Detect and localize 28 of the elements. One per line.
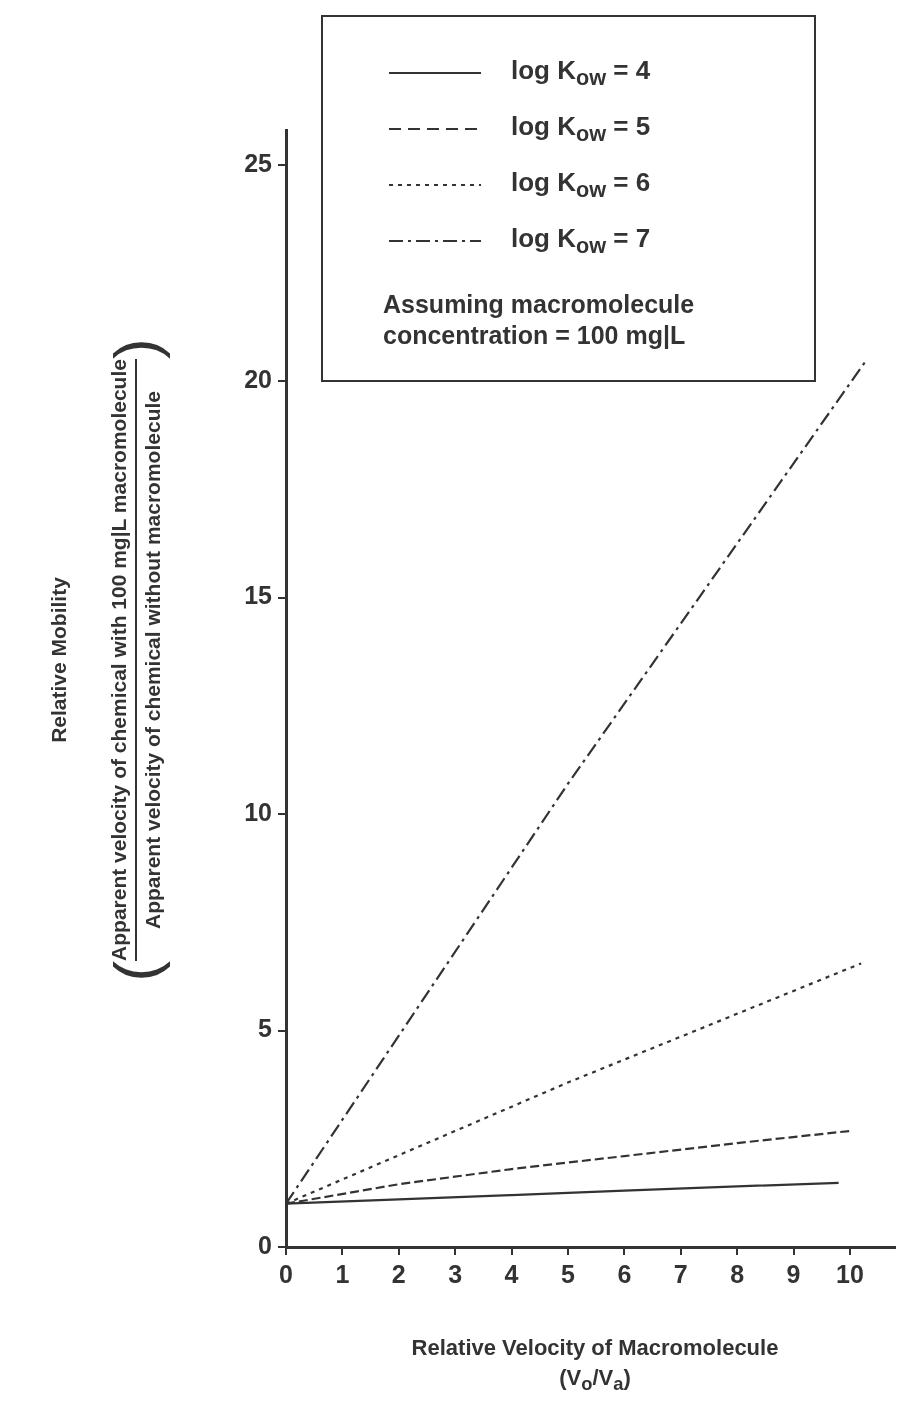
y-tick-label: 15 [244, 581, 273, 610]
y-tick-label: 5 [258, 1014, 273, 1043]
legend-label: log K$_{ow}$ = 4 [511, 54, 651, 92]
x-tick-label: 10 [835, 1259, 864, 1288]
y-tick-label: 20 [244, 365, 272, 393]
text: Apparent velocity of chemical without macromolecule [139, 390, 165, 931]
x-tick-label: 9 [786, 1259, 801, 1288]
text: ( [100, 960, 171, 982]
text: Relative Mobility [46, 576, 71, 745]
x-tick-label: 4 [504, 1259, 519, 1288]
x-tick-label: 0 [279, 1259, 293, 1288]
legend-label: log K$_{ow}$ = 7 [511, 222, 651, 260]
text: ) [100, 338, 171, 360]
x-tick-label: 5 [560, 1259, 575, 1288]
y-tick-label: 0 [258, 1230, 272, 1259]
legend-label: log K$_{ow}$ = 5 [511, 110, 651, 148]
x-tick-label: 7 [673, 1259, 688, 1288]
y-tick-label: 10 [244, 797, 272, 826]
x-tick-label: 1 [335, 1259, 350, 1288]
x-tick-label: 2 [391, 1259, 406, 1288]
x-tick-label: 8 [730, 1259, 745, 1288]
text: Apparent velocity of chemical with 100 mg|L macromolecule [102, 359, 137, 961]
x-tick-label: 6 [617, 1259, 632, 1288]
x-tick-label: 3 [448, 1259, 463, 1288]
y-tick-label: 25 [244, 148, 273, 177]
x-axis-title: Relative Velocity of Macromolecule (V$_{o}$/V$_{a}$) [410, 1334, 780, 1397]
annotation: Assuming macromolecule concentration = 100 mg|L [383, 289, 696, 351]
legend-label: log K$_{ow}$ = 6 [511, 166, 651, 204]
